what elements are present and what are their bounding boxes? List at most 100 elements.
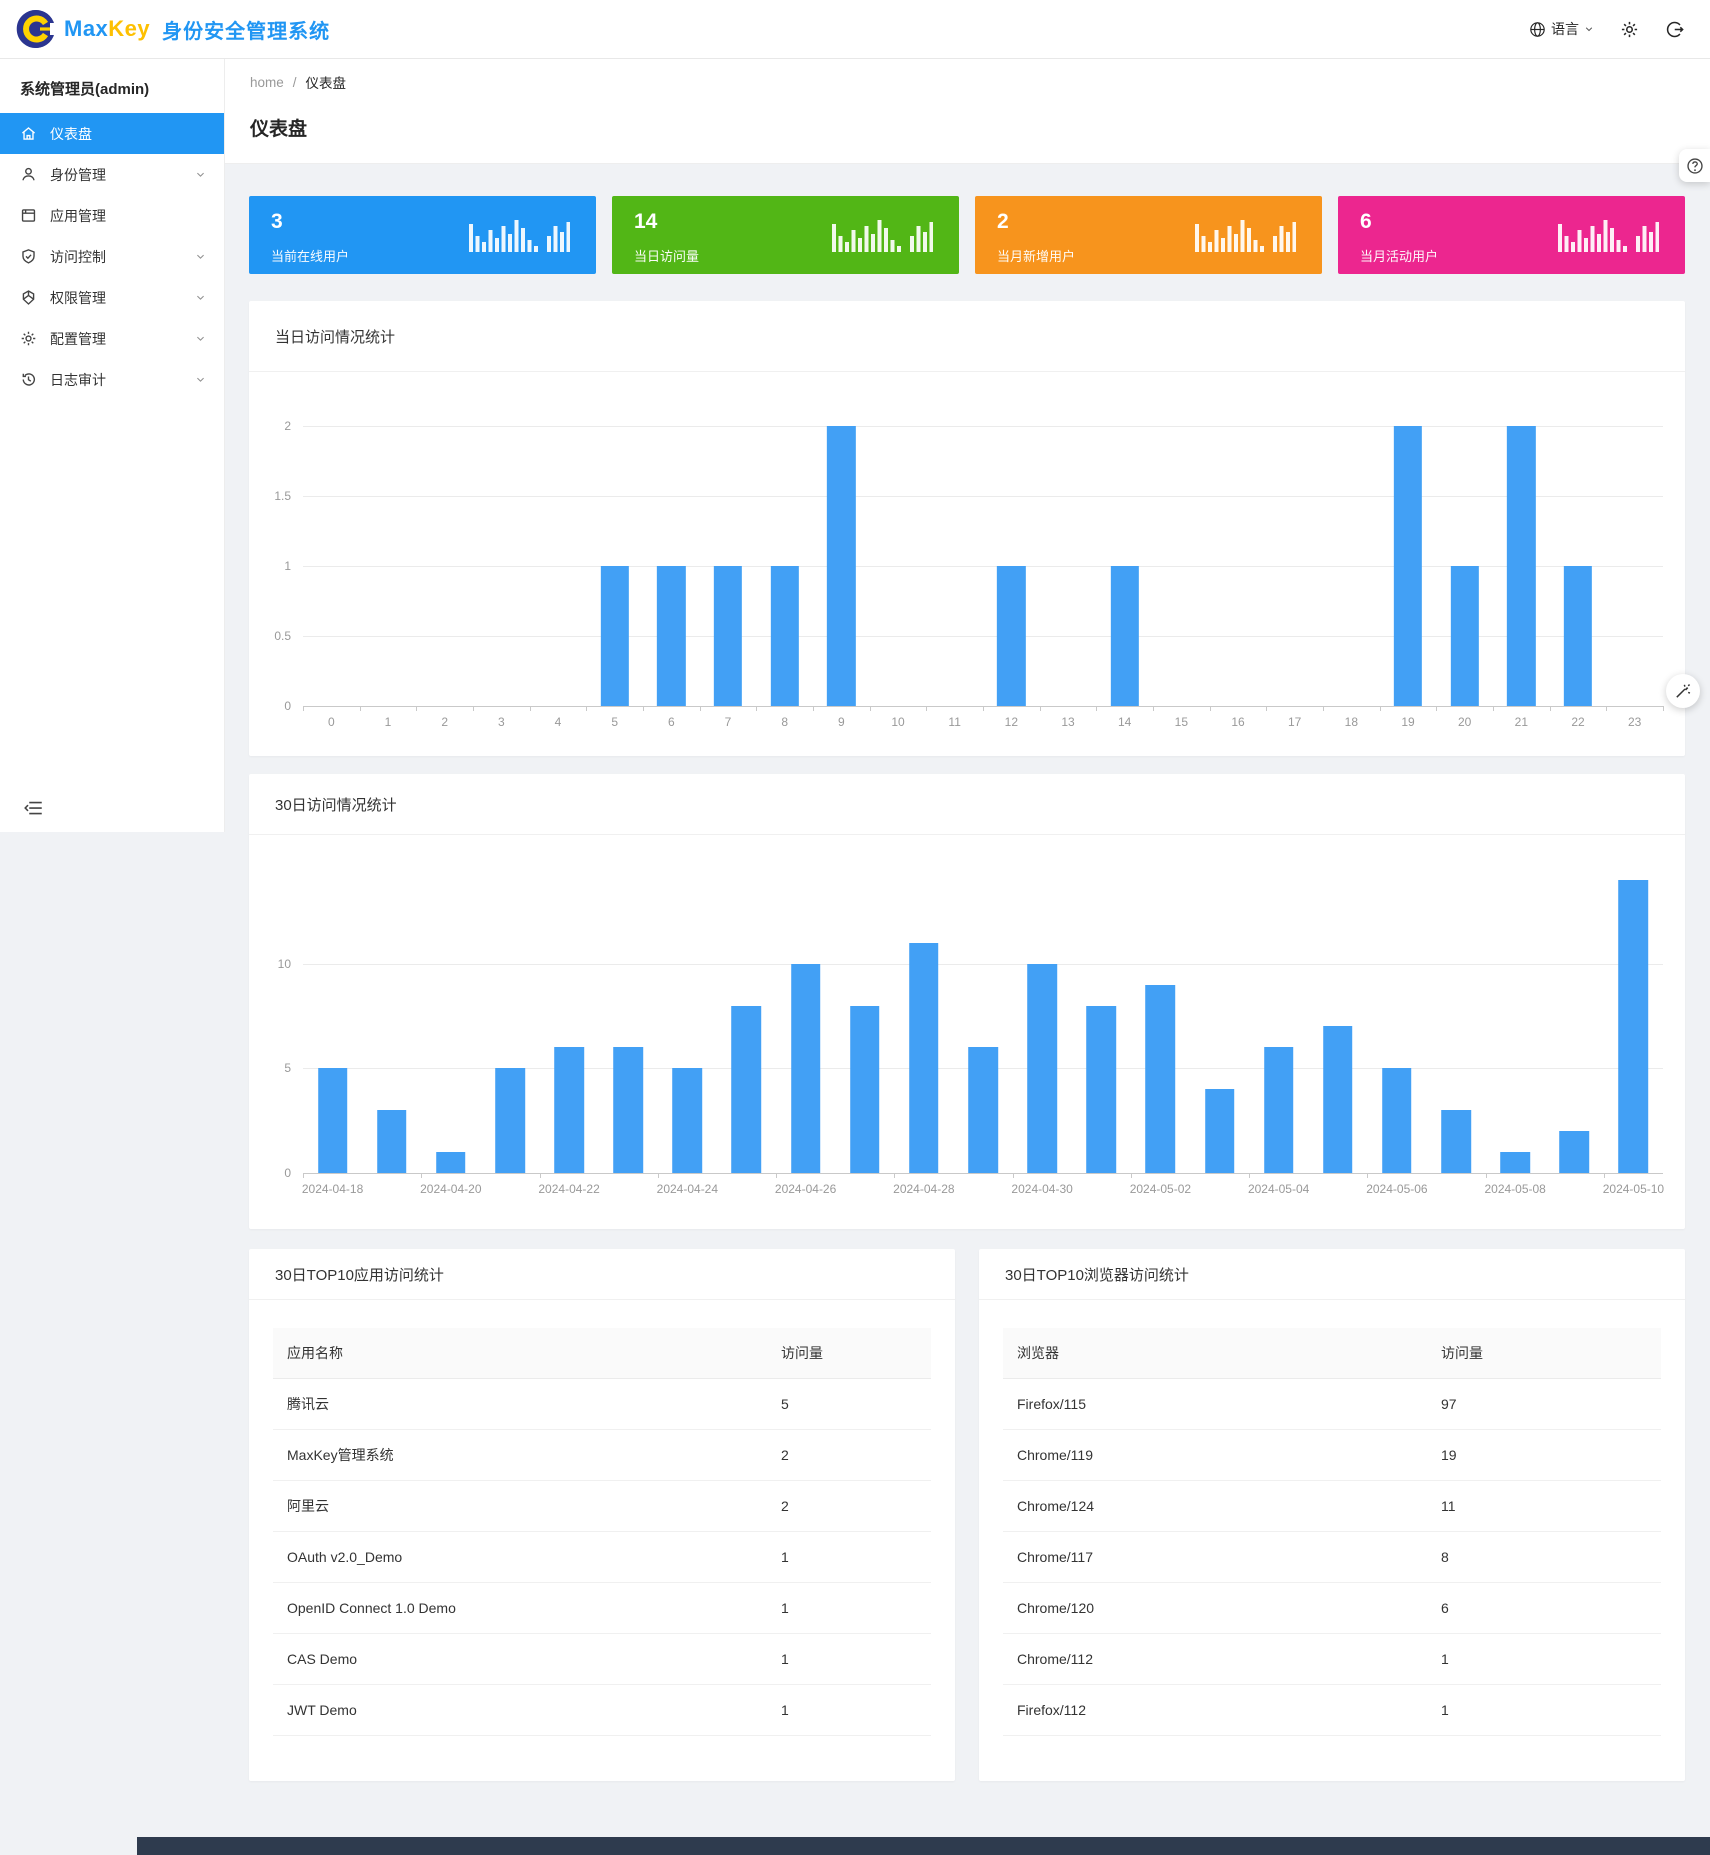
row-name: MaxKey管理系统 xyxy=(287,1447,394,1463)
gridline xyxy=(303,566,1663,567)
logout-icon xyxy=(1665,20,1684,39)
x-axis-label: 20 xyxy=(1457,715,1472,729)
menu-fold-icon[interactable] xyxy=(24,798,44,818)
column-header: 访问量 xyxy=(1441,1345,1483,1361)
chevron-down-icon xyxy=(195,292,206,303)
x-axis-label: 9 xyxy=(837,715,845,729)
x-axis-tick xyxy=(813,706,814,711)
x-axis-tick xyxy=(894,1173,896,1178)
x-axis-tick xyxy=(586,706,588,711)
chart-bar xyxy=(1204,1089,1235,1173)
chart-bar xyxy=(1323,1026,1353,1173)
sidebar-item-5[interactable]: 配置管理 xyxy=(0,318,224,359)
breadcrumb: home / 仪表盘 xyxy=(250,58,1684,92)
row-value: 1 xyxy=(781,1702,789,1718)
table-row: Chrome/124 11 xyxy=(1003,1481,1661,1532)
chart-bar xyxy=(997,566,1026,706)
gem-icon xyxy=(20,289,37,306)
x-axis-label: 2024-05-10 xyxy=(1602,1182,1665,1196)
row-value: 1 xyxy=(781,1600,789,1616)
table-row: Chrome/117 8 xyxy=(1003,1532,1661,1583)
page-head: home / 仪表盘 仪表盘 xyxy=(224,58,1710,164)
chart-bar xyxy=(1027,963,1057,1173)
row-value: 19 xyxy=(1441,1447,1457,1463)
sidebar-item-4[interactable]: 权限管理 xyxy=(0,277,224,318)
magic-wand-button[interactable] xyxy=(1666,674,1700,708)
row-name: Chrome/112 xyxy=(1017,1651,1094,1667)
x-axis-tick xyxy=(643,706,644,711)
x-axis-tick xyxy=(1663,706,1664,711)
row-name: Chrome/117 xyxy=(1017,1549,1094,1565)
logout-button[interactable] xyxy=(1665,20,1684,39)
table-row: Firefox/115 97 xyxy=(1003,1379,1661,1430)
sidebar-item-label: 应用管理 xyxy=(50,207,106,224)
x-axis-label: 8 xyxy=(781,715,788,729)
row-name: Firefox/115 xyxy=(1017,1396,1086,1412)
breadcrumb-home[interactable]: home xyxy=(250,74,284,90)
row-name: Chrome/124 xyxy=(1017,1498,1095,1514)
app-header: Max Key 身份安全管理系统 语言 xyxy=(0,0,1710,59)
sidebar-item-1[interactable]: 身份管理 xyxy=(0,154,224,195)
language-label: 语言 xyxy=(1551,21,1579,37)
y-axis-label: 0 xyxy=(284,699,291,713)
shield-check-icon xyxy=(20,248,37,265)
x-axis-tick xyxy=(1249,1173,1251,1178)
sidebar-item-3[interactable]: 访问控制 xyxy=(0,236,224,277)
sidebar-item-2[interactable]: 应用管理 xyxy=(0,195,224,236)
top-apps-title: 30日TOP10应用访问统计 xyxy=(275,1266,444,1284)
stat-card: 6 当月活动用户 xyxy=(1338,196,1685,274)
chart-bar xyxy=(1145,984,1176,1173)
x-axis-label: 15 xyxy=(1174,715,1189,729)
row-value: 1 xyxy=(1441,1651,1449,1667)
top-browsers-card: 30日TOP10浏览器访问统计 浏览器 访问量 Firefox/115 97 Chrom… xyxy=(979,1249,1685,1781)
row-value: 2 xyxy=(781,1447,789,1463)
row-name: 阿里云 xyxy=(287,1498,329,1514)
brand-max: Max xyxy=(64,16,109,41)
sidebar-item-6[interactable]: 日志审计 xyxy=(0,359,224,400)
x-axis-tick xyxy=(303,1173,304,1178)
row-value: 11 xyxy=(1441,1498,1456,1514)
x-axis-tick xyxy=(776,1173,778,1178)
stat-card: 3 当前在线用户 xyxy=(249,196,596,274)
x-axis-label: 2024-05-06 xyxy=(1366,1182,1428,1196)
x-axis-tick xyxy=(1153,706,1154,711)
x-axis-label: 19 xyxy=(1401,715,1415,729)
table-row: OpenID Connect 1.0 Demo 1 xyxy=(273,1583,931,1634)
table-header-row: 应用名称 访问量 xyxy=(273,1328,931,1379)
table-row: Chrome/112 1 xyxy=(1003,1634,1661,1685)
chart-bar xyxy=(770,566,799,706)
x-axis-label: 14 xyxy=(1117,715,1132,729)
table-row: JWT Demo 1 xyxy=(273,1685,931,1736)
maxkey-logo-icon xyxy=(16,9,56,49)
top-apps-card: 30日TOP10应用访问统计 应用名称 访问量 腾讯云 5 MaxKey管理系统 2 阿里云… xyxy=(249,1249,955,1781)
x-axis-tick xyxy=(416,706,418,711)
top-browsers-table: 浏览器 访问量 Firefox/115 97 Chrome/119 19 Chrome/12… xyxy=(1003,1328,1661,1736)
x-axis-label: 2024-04-18 xyxy=(301,1182,364,1196)
chart-bar xyxy=(1382,1068,1412,1173)
bar-sparkline-icon xyxy=(832,214,933,254)
help-button[interactable] xyxy=(1679,149,1710,182)
chart-bar xyxy=(1507,426,1536,706)
x-axis-tick xyxy=(359,706,361,711)
x-axis-label: 16 xyxy=(1231,715,1245,729)
settings-button[interactable] xyxy=(1620,20,1639,39)
daily-visits-card: 30日访问情况统计 0 5 10 2024-04-18 2024-04-20 2024-0… xyxy=(249,774,1685,1229)
chart-bar xyxy=(317,1068,348,1173)
chart-bar xyxy=(827,426,856,706)
language-selector[interactable]: 语言 xyxy=(1529,19,1594,39)
table-row: 阿里云 2 xyxy=(273,1481,931,1532)
gridline xyxy=(303,496,1663,497)
x-axis-tick xyxy=(699,706,701,711)
x-axis-tick xyxy=(1096,706,1098,711)
chevron-down-icon xyxy=(195,251,206,262)
question-circle-icon xyxy=(1686,157,1704,175)
sidebar-item-dashboard[interactable]: 仪表盘 xyxy=(0,113,224,154)
table-row: Chrome/120 6 xyxy=(1003,1583,1661,1634)
x-axis-tick xyxy=(657,1173,659,1178)
y-axis-label: 1.5 xyxy=(274,489,291,503)
x-axis-label: 4 xyxy=(554,715,562,729)
page-title: 仪表盘 xyxy=(250,119,308,140)
bar-sparkline-icon xyxy=(469,214,570,254)
x-axis-tick xyxy=(983,706,984,711)
